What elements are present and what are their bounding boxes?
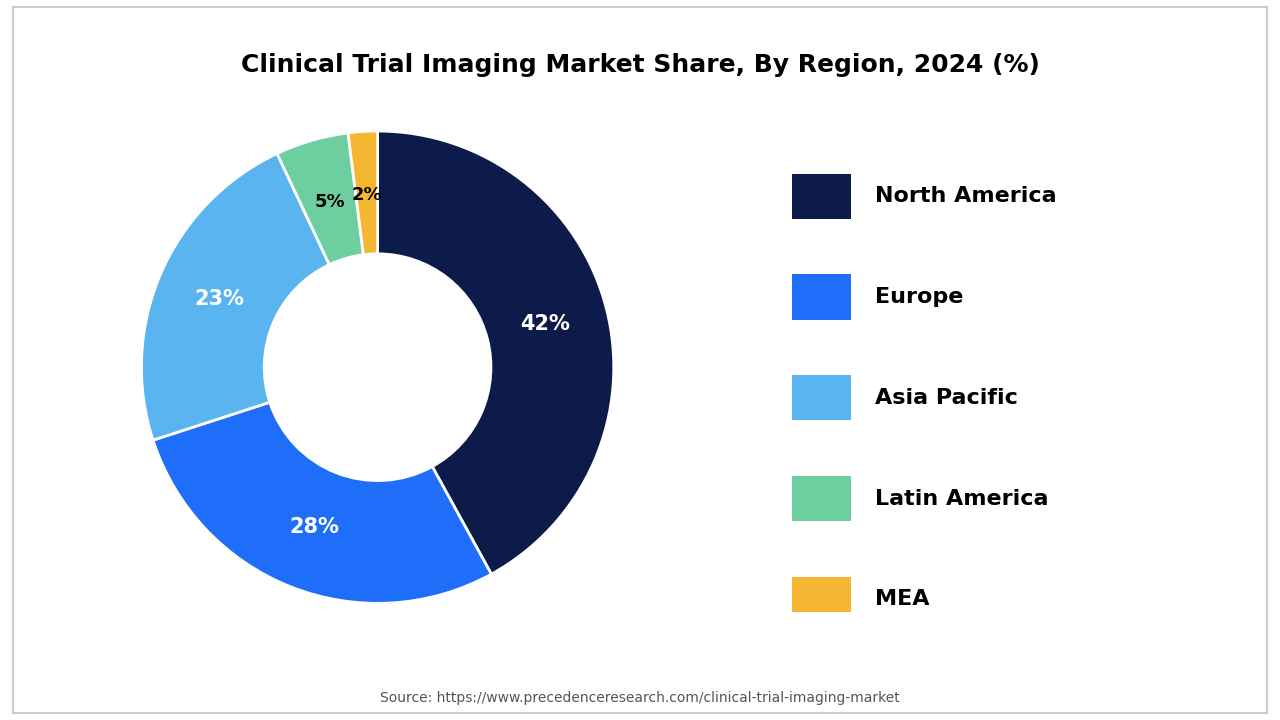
Wedge shape (276, 133, 364, 265)
FancyBboxPatch shape (792, 174, 851, 219)
FancyBboxPatch shape (792, 274, 851, 320)
Text: 2%: 2% (352, 186, 383, 204)
Text: 5%: 5% (314, 193, 344, 211)
Text: Europe: Europe (876, 287, 964, 307)
Text: MEA: MEA (876, 590, 929, 609)
FancyBboxPatch shape (792, 577, 851, 622)
FancyBboxPatch shape (792, 375, 851, 420)
Text: 23%: 23% (195, 289, 244, 309)
Wedge shape (154, 402, 492, 603)
Wedge shape (378, 131, 613, 574)
Wedge shape (348, 131, 378, 255)
FancyBboxPatch shape (792, 476, 851, 521)
Text: Asia Pacific: Asia Pacific (876, 388, 1018, 408)
Text: Clinical Trial Imaging Market Share, By Region, 2024 (%): Clinical Trial Imaging Market Share, By … (241, 53, 1039, 77)
Text: 28%: 28% (289, 518, 339, 538)
Text: Latin America: Latin America (876, 489, 1048, 508)
Text: North America: North America (876, 186, 1056, 206)
Text: Source: https://www.precedenceresearch.com/clinical-trial-imaging-market: Source: https://www.precedenceresearch.c… (380, 691, 900, 706)
Text: 42%: 42% (520, 315, 570, 334)
Wedge shape (142, 153, 329, 440)
